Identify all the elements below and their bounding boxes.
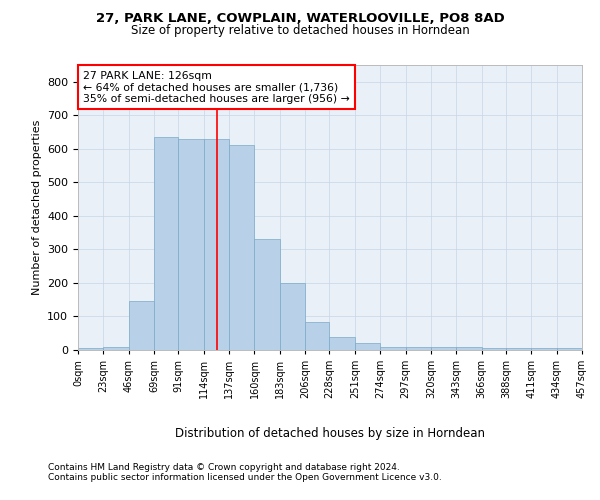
Text: Contains public sector information licensed under the Open Government Licence v3: Contains public sector information licen… (48, 474, 442, 482)
Bar (229, 146, 254, 350)
Text: Distribution of detached houses by size in Horndean: Distribution of detached houses by size … (175, 428, 485, 440)
Text: 27, PARK LANE, COWPLAIN, WATERLOOVILLE, PO8 8AD: 27, PARK LANE, COWPLAIN, WATERLOOVILLE, … (95, 12, 505, 26)
Bar (305, 322, 329, 350)
Bar (103, 346, 129, 350)
Bar (154, 137, 178, 350)
Bar (431, 346, 456, 350)
Bar (456, 346, 482, 350)
Bar (557, 348, 582, 350)
Bar (531, 348, 557, 350)
Bar (406, 346, 431, 350)
Text: Contains HM Land Registry data © Crown copyright and database right 2024.: Contains HM Land Registry data © Crown c… (48, 464, 400, 472)
Bar (204, 139, 229, 350)
Bar (380, 346, 406, 350)
Bar (129, 302, 154, 350)
Text: 27 PARK LANE: 126sqm
← 64% of detached houses are smaller (1,736)
35% of semi-de: 27 PARK LANE: 126sqm ← 64% of detached h… (83, 70, 350, 104)
Bar (254, 240, 280, 350)
Bar (178, 139, 204, 350)
Bar (482, 348, 506, 350)
Bar (329, 336, 355, 350)
Bar (78, 348, 103, 350)
Bar (506, 348, 531, 350)
Text: Size of property relative to detached houses in Horndean: Size of property relative to detached ho… (131, 24, 469, 37)
Bar (280, 283, 305, 350)
Bar (355, 342, 380, 350)
Y-axis label: Number of detached properties: Number of detached properties (32, 120, 41, 295)
